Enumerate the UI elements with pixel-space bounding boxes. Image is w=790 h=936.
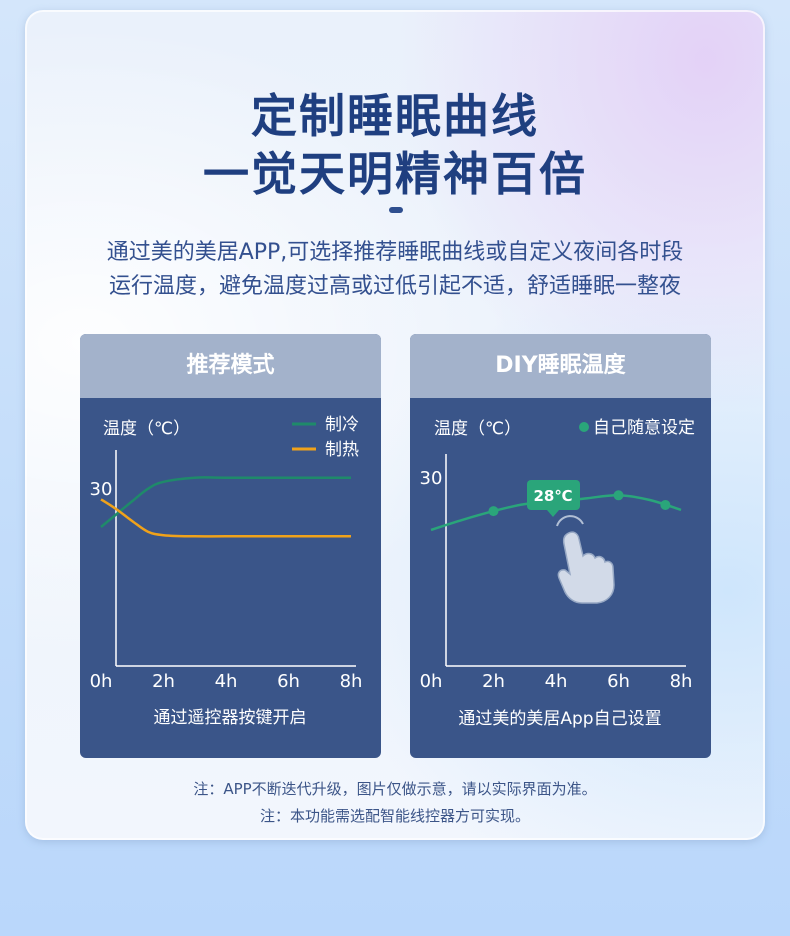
y-tick-30: 30 — [90, 479, 113, 500]
panel-caption: 通过美的美居App自己设置 — [458, 709, 661, 729]
x-tick-label: 4h — [545, 671, 568, 692]
legend-cool-label: 制冷 — [325, 415, 359, 435]
data-point — [488, 506, 499, 517]
description-line-2: 运行温度，避免温度过高或过低引起不适，舒适睡眠一整夜 — [108, 274, 681, 299]
tooltip-text: 28℃ — [533, 487, 572, 505]
x-tick-label: 0h — [90, 671, 113, 692]
recommended-mode-panel: 推荐模式 温度（℃） 制冷 制热 30 0h 2h 4h 6h 8h 通过遥控器按键开启 — [80, 334, 381, 758]
x-tick-label: 4h — [215, 671, 238, 692]
legend-dot — [579, 422, 589, 432]
y-axis-label: 温度（℃） — [434, 419, 521, 439]
data-point — [613, 490, 624, 501]
panel-title: DIY睡眠温度 — [410, 334, 711, 398]
cool-series-line — [100, 476, 352, 528]
title-divider — [389, 207, 403, 213]
tooltip-pointer — [547, 510, 559, 517]
x-tick-label: 2h — [482, 671, 505, 692]
x-tick-label: 8h — [340, 671, 363, 692]
heat-series-line — [100, 498, 351, 538]
x-tick-label: 8h — [670, 671, 693, 692]
x-tick-label: 6h — [277, 671, 300, 692]
y-axis-label: 温度（℃） — [103, 419, 190, 439]
diy-chart: 温度（℃） 自己随意设定 30 0h 2h 4h 6h 8h 28℃ 通过美的美居App… — [420, 418, 695, 729]
temperature-tooltip: 28℃ — [527, 480, 580, 517]
y-tick-30: 30 — [420, 468, 443, 489]
note-line-2: 注：本功能需选配智能线控器方可实现。 — [259, 807, 530, 825]
note-line-1: 注：APP不断迭代升级，图片仅做示意，请以实际界面为准。 — [193, 780, 597, 798]
x-tick-label: 0h — [420, 671, 443, 692]
title-line-2: 一觉天明精神百倍 — [203, 147, 587, 201]
x-tick-label: 2h — [152, 671, 175, 692]
pointing-hand-icon — [556, 515, 615, 604]
title-line-1: 定制睡眠曲线 — [251, 89, 539, 143]
description-line-1: 通过美的美居APP,可选择推荐睡眠曲线或自定义夜间各时段 — [106, 240, 684, 265]
recommended-chart: 温度（℃） 制冷 制热 30 0h 2h 4h 6h 8h 通过遥控器按键开启 — [90, 415, 363, 728]
tooltip-box — [527, 480, 580, 510]
data-point — [660, 499, 671, 510]
legend-heat-label: 制热 — [325, 440, 359, 460]
diy-sleep-panel: DIY睡眠温度 温度（℃） 自己随意设定 30 0h 2h 4h 6h 8h 28℃ 通… — [410, 334, 711, 758]
panel-title: 推荐模式 — [80, 334, 381, 398]
panel-caption: 通过遥控器按键开启 — [154, 708, 307, 728]
x-tick-label: 6h — [607, 671, 630, 692]
legend-label: 自己随意设定 — [593, 418, 695, 438]
